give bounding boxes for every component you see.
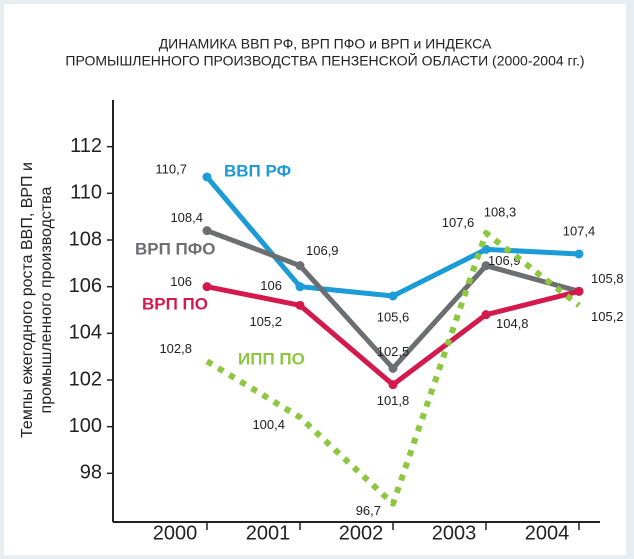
point — [295, 300, 305, 310]
point — [388, 363, 398, 373]
point — [388, 380, 398, 390]
y-tick-label: 108 — [69, 228, 102, 250]
data-label: 102,8 — [159, 341, 192, 356]
y-tick-label: 100 — [69, 415, 102, 437]
data-label: 108,4 — [170, 210, 203, 225]
point — [574, 286, 584, 296]
point — [202, 282, 212, 292]
x-tick-label: 2000 — [153, 522, 198, 544]
data-label: 105,2 — [591, 309, 624, 324]
data-label: 110,7 — [155, 161, 187, 176]
y-tick-label: 102 — [69, 368, 102, 390]
point — [295, 261, 305, 271]
data-label: 101,8 — [377, 393, 410, 408]
legend-label: ВРП ПО — [142, 294, 208, 313]
y-tick-label: 104 — [69, 322, 102, 344]
data-label: 106,9 — [306, 243, 339, 258]
data-label: 105,2 — [249, 314, 282, 329]
point — [295, 282, 305, 292]
point — [388, 291, 398, 301]
x-tick-label: 2004 — [525, 522, 570, 544]
point — [574, 249, 584, 259]
x-tick-label: 2002 — [339, 522, 384, 544]
series-line — [205, 230, 581, 507]
data-label: 106 — [170, 274, 192, 289]
data-label: 107,4 — [563, 223, 596, 238]
x-tick-label: 2003 — [432, 522, 477, 544]
legend-label: ВВП РФ — [224, 161, 291, 180]
y-tick-label: 110 — [70, 182, 102, 204]
point — [202, 226, 212, 236]
point — [202, 172, 212, 182]
data-label: 100,4 — [252, 417, 285, 432]
data-label: 104,8 — [496, 316, 529, 331]
chart-title: ПРОМЫШЛЕННОГО ПРОИЗВОДСТВА ПЕНЗЕНСКОЙ ОБ… — [65, 52, 584, 69]
chart-title: ДИНАМИКА ВВП РФ, ВРП ПФО и ВРП и ИНДЕКСА — [159, 36, 492, 52]
y-axis-label: Темпы ежегодного роста ВВП, ВРП и — [19, 162, 36, 438]
data-label: 108,3 — [484, 204, 517, 219]
point — [481, 310, 491, 320]
legend-label: ИПП ПО — [238, 349, 305, 368]
data-label: 105,6 — [377, 309, 410, 324]
y-tick-label: 98 — [80, 462, 102, 484]
data-label: 102,5 — [377, 344, 410, 359]
data-label: 106 — [260, 278, 282, 293]
y-tick-label: 106 — [69, 275, 102, 297]
y-axis-label: промышленного производства — [38, 186, 55, 413]
x-tick-label: 2001 — [246, 522, 291, 544]
data-label: 106,9 — [488, 253, 521, 268]
data-label: 96,7 — [356, 503, 381, 518]
data-label: 107,6 — [442, 215, 475, 230]
point — [481, 261, 491, 271]
y-tick-label: 112 — [70, 135, 102, 157]
legend-label: ВРП ПФО — [135, 239, 216, 258]
data-label: 105,8 — [591, 271, 624, 286]
